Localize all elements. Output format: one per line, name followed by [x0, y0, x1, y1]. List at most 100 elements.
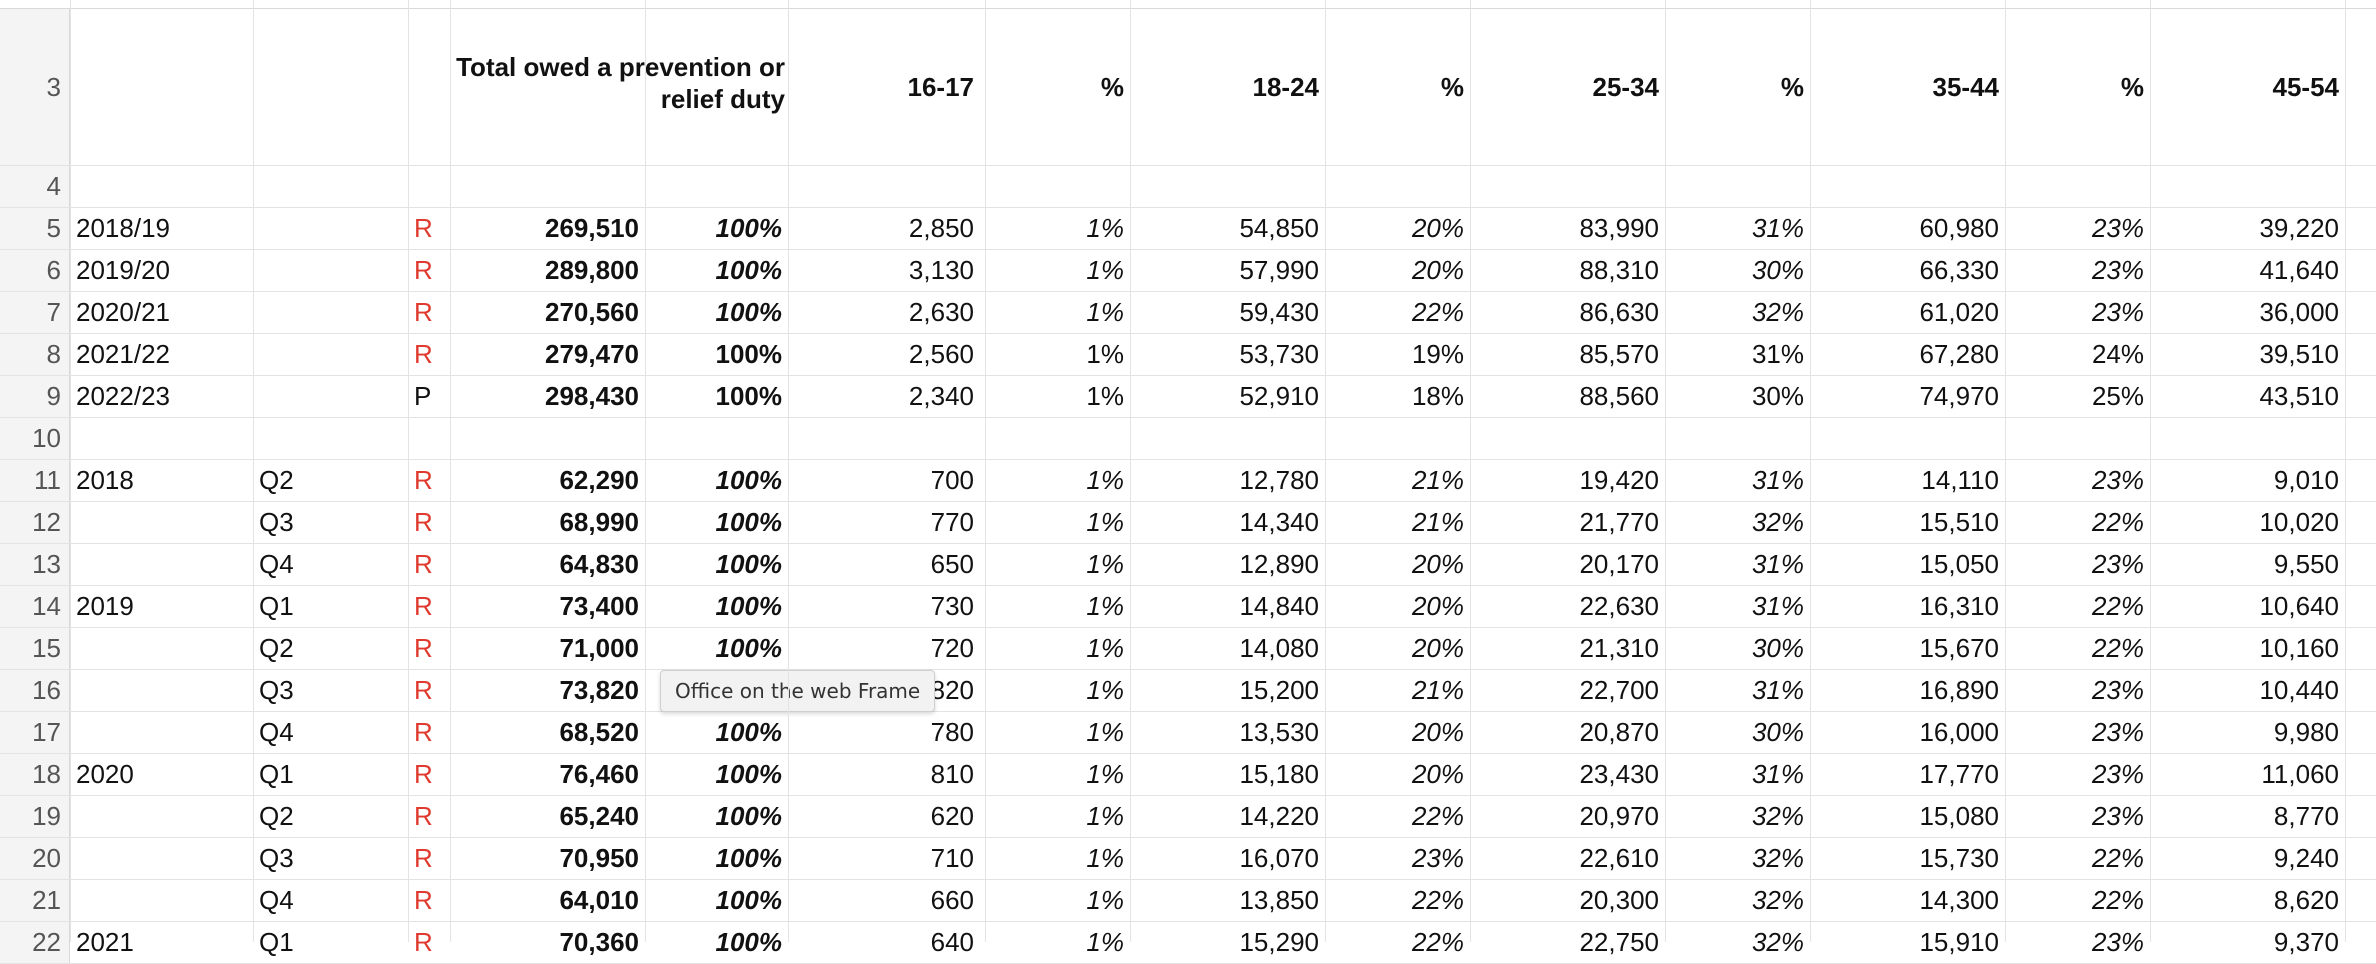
pct-cell[interactable]: 1% — [1086, 549, 1124, 579]
pct-cell[interactable]: 20% — [1411, 717, 1464, 747]
pct-cell[interactable]: 20% — [1411, 633, 1464, 663]
pct-cell[interactable]: 23% — [2091, 717, 2144, 747]
row-number[interactable]: 6 — [0, 250, 70, 291]
count-cell[interactable]: 15,290 — [1239, 927, 1319, 957]
pct-cell[interactable]: 32% — [1751, 507, 1804, 537]
table-row[interactable]: 10 — [0, 418, 2376, 460]
row-number[interactable]: 5 — [0, 208, 70, 249]
revision-flag-cell[interactable] — [408, 418, 450, 459]
count-cell[interactable]: 820 — [930, 675, 974, 705]
total-pct-cell[interactable] — [645, 166, 788, 207]
count-cell[interactable]: 22,610 — [1579, 843, 1659, 873]
total-cell[interactable]: 70,950 — [559, 843, 639, 873]
quarter-cell[interactable] — [253, 418, 408, 459]
total-cell[interactable]: 70,360 — [559, 927, 639, 957]
period-cell[interactable] — [70, 880, 253, 921]
pct-cell[interactable]: 20% — [1411, 213, 1464, 243]
total-pct-cell[interactable]: 100% — [715, 339, 783, 369]
period-cell[interactable] — [70, 418, 253, 459]
count-cell[interactable] — [2150, 418, 2345, 459]
count-cell[interactable]: 9,010 — [2273, 465, 2339, 495]
quarter-cell[interactable]: Q1 — [259, 759, 294, 789]
quarter-cell[interactable]: Q3 — [259, 507, 294, 537]
revision-flag-cell[interactable]: R — [414, 633, 433, 663]
table-row[interactable]: 7 2020/21 R 270,560 100% 2,630 1% 59,430 22% 86,6… — [0, 292, 2376, 334]
total-cell[interactable]: 68,990 — [559, 507, 639, 537]
quarter-cell[interactable] — [253, 250, 408, 291]
count-cell[interactable] — [1470, 166, 1665, 207]
row-number[interactable]: 9 — [0, 376, 70, 417]
count-cell[interactable]: 17,770 — [1919, 759, 1999, 789]
pct-cell[interactable] — [985, 418, 1130, 459]
count-cell[interactable]: 10,640 — [2259, 591, 2339, 621]
pct-cell[interactable]: 1% — [1086, 465, 1124, 495]
count-cell[interactable]: 810 — [930, 759, 974, 789]
pct-cell[interactable]: 23% — [2091, 801, 2144, 831]
quarter-cell[interactable]: Q1 — [259, 591, 294, 621]
revision-flag-cell[interactable]: R — [414, 801, 433, 831]
total-cell[interactable]: 64,010 — [559, 885, 639, 915]
pct-cell[interactable]: 20% — [1411, 759, 1464, 789]
pct-cell[interactable]: 20% — [1411, 549, 1464, 579]
count-cell[interactable]: 14,340 — [1239, 507, 1319, 537]
row-number[interactable]: 18 — [0, 754, 70, 795]
pct-cell[interactable]: 31% — [1751, 759, 1804, 789]
count-cell[interactable]: 61,020 — [1919, 297, 1999, 327]
quarter-cell[interactable] — [253, 208, 408, 249]
count-cell[interactable]: 52,910 — [1239, 381, 1319, 411]
quarter-cell[interactable]: Q1 — [259, 927, 294, 957]
row-number[interactable]: 11 — [0, 460, 70, 501]
pct-cell[interactable] — [1325, 418, 1470, 459]
total-cell[interactable]: 269,510 — [545, 213, 639, 243]
total-cell[interactable]: 270,560 — [545, 297, 639, 327]
col-header[interactable]: % — [1440, 71, 1464, 102]
pct-cell[interactable]: 1% — [1086, 255, 1124, 285]
pct-cell[interactable]: 20% — [1411, 255, 1464, 285]
total-pct-cell[interactable]: 100% — [715, 213, 783, 243]
pct-cell[interactable]: 23% — [2091, 255, 2144, 285]
period-cell[interactable]: 2019/20 — [76, 255, 170, 285]
count-cell[interactable]: 14,840 — [1239, 591, 1319, 621]
col-header[interactable]: % — [2120, 71, 2144, 102]
count-cell[interactable]: 9,370 — [2273, 927, 2339, 957]
col-header[interactable]: 16-17 — [907, 71, 975, 102]
row-number[interactable]: 15 — [0, 628, 70, 669]
revision-flag-cell[interactable]: R — [414, 339, 433, 369]
revision-flag-cell[interactable]: R — [414, 885, 433, 915]
pct-cell[interactable]: 1% — [1086, 759, 1124, 789]
total-cell[interactable]: 289,800 — [545, 255, 639, 285]
row-number[interactable]: 7 — [0, 292, 70, 333]
total-cell[interactable]: 76,460 — [559, 759, 639, 789]
pct-cell[interactable]: 31% — [1751, 675, 1804, 705]
quarter-cell[interactable] — [253, 376, 408, 417]
count-cell[interactable]: 20,970 — [1579, 801, 1659, 831]
period-cell[interactable] — [70, 502, 253, 543]
pct-cell[interactable]: 18% — [1411, 381, 1464, 411]
pct-cell[interactable]: 31% — [1751, 591, 1804, 621]
row-number[interactable]: 8 — [0, 334, 70, 375]
pct-cell[interactable] — [2005, 166, 2150, 207]
row-number[interactable]: 21 — [0, 880, 70, 921]
count-cell[interactable]: 14,220 — [1239, 801, 1319, 831]
count-cell[interactable]: 41,640 — [2259, 255, 2339, 285]
revision-flag-cell[interactable]: R — [414, 465, 433, 495]
count-cell[interactable]: 21,310 — [1579, 633, 1659, 663]
table-row[interactable]: 22 2021 Q1 R 70,360 100% 640 1% 15,290 22% 22,750 3… — [0, 922, 2376, 964]
count-cell[interactable]: 53,730 — [1239, 339, 1319, 369]
table-row[interactable]: 9 2022/23 P 298,430 100% 2,340 1% 52,910 18% 88,5… — [0, 376, 2376, 418]
total-pct-cell[interactable]: 100% — [715, 801, 783, 831]
count-cell[interactable]: 620 — [930, 801, 974, 831]
revision-flag-cell[interactable]: R — [414, 297, 433, 327]
pct-cell[interactable]: 23% — [1411, 843, 1464, 873]
pct-cell[interactable] — [1325, 166, 1470, 207]
count-cell[interactable] — [1130, 418, 1325, 459]
revision-flag-cell[interactable]: R — [414, 927, 433, 957]
total-pct-cell[interactable]: 100% — [715, 381, 783, 411]
pct-cell[interactable]: 1% — [1086, 843, 1124, 873]
total-cell[interactable] — [450, 418, 645, 459]
pct-cell[interactable]: 1% — [1086, 339, 1124, 369]
count-cell[interactable]: 23,430 — [1579, 759, 1659, 789]
pct-cell[interactable]: 1% — [1086, 297, 1124, 327]
period-cell[interactable]: 2021/22 — [76, 339, 170, 369]
period-cell[interactable] — [70, 670, 253, 711]
